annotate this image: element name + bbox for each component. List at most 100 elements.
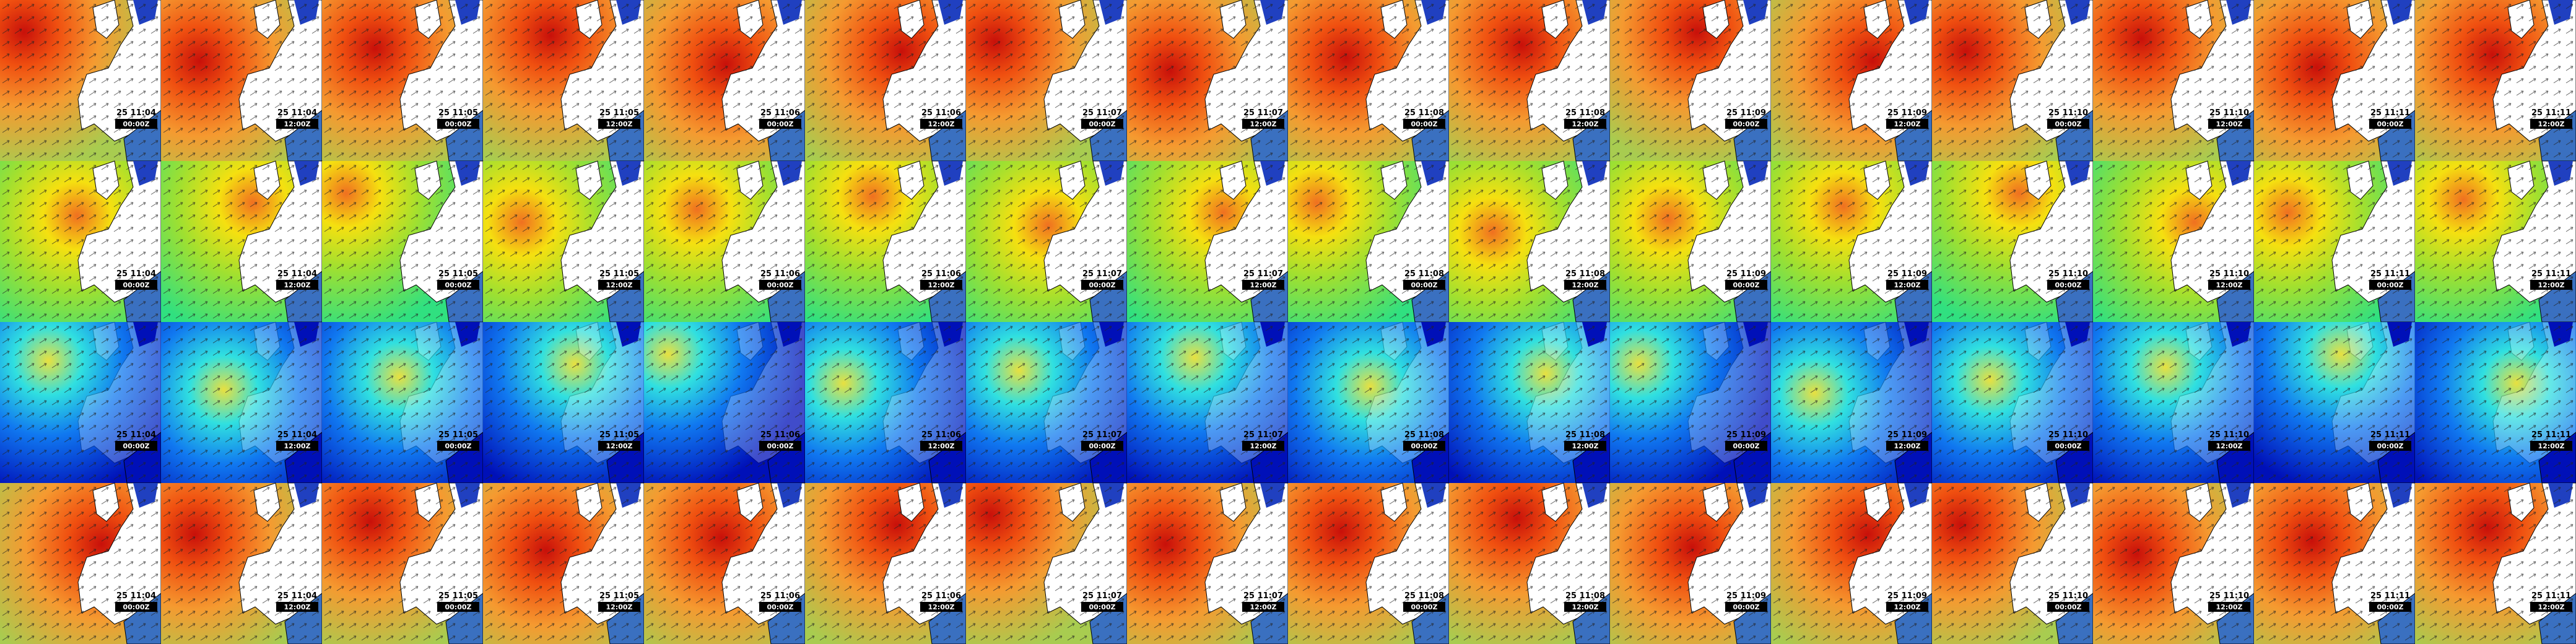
date-label: 25 11:05 xyxy=(438,269,478,279)
date-label: 25 11:10 xyxy=(2048,269,2088,279)
wind-arrows xyxy=(1288,161,1449,322)
time-box xyxy=(598,280,640,290)
time-label: 12:00Z xyxy=(1572,120,1599,128)
wind-arrows xyxy=(1127,322,1288,483)
date-label: 25 11:07 xyxy=(1243,108,1283,118)
wind-arrows xyxy=(0,483,161,644)
time-box xyxy=(2208,441,2250,451)
date-label: 25 11:04 xyxy=(277,108,317,118)
date-label: 25 11:09 xyxy=(1726,591,1766,601)
wind-arrows xyxy=(1932,483,2093,644)
wind-arrows xyxy=(1449,483,1610,644)
time-box xyxy=(1403,441,1445,451)
time-box xyxy=(2208,119,2250,129)
wind-arrows xyxy=(2415,322,2576,483)
map-tile: 25 11:09 12:00Z xyxy=(1771,321,1933,484)
wind-arrows xyxy=(2254,483,2415,644)
time-box xyxy=(115,119,157,129)
map-tile: 25 11:06 12:00Z xyxy=(805,160,967,323)
map-tile: 25 11:09 12:00Z xyxy=(1771,482,1933,644)
time-label: 12:00Z xyxy=(928,442,955,450)
date-label: 25 11:08 xyxy=(1404,591,1444,601)
time-box xyxy=(598,441,640,451)
time-label: 12:00Z xyxy=(606,281,633,289)
map-tile: 25 11:11 00:00Z xyxy=(2254,160,2416,323)
wind-arrows xyxy=(161,0,322,161)
map-tile: 25 11:10 00:00Z xyxy=(1932,321,2094,484)
map-tile: 25 11:11 12:00Z xyxy=(2415,160,2576,323)
time-box xyxy=(1564,280,1606,290)
time-box xyxy=(1886,602,1928,612)
wind-arrows xyxy=(2093,322,2254,483)
map-tile: 25 11:08 00:00Z xyxy=(1288,482,1450,644)
wind-arrows xyxy=(805,0,966,161)
wind-arrows xyxy=(1610,483,1771,644)
time-label: 00:00Z xyxy=(2377,603,2404,611)
time-label: 12:00Z xyxy=(2216,442,2243,450)
time-label: 00:00Z xyxy=(445,281,472,289)
map-tile: 25 11:04 12:00Z xyxy=(161,321,323,484)
time-label: 12:00Z xyxy=(284,603,311,611)
date-label: 25 11:06 xyxy=(921,430,961,440)
wind-arrows xyxy=(644,161,805,322)
time-label: 12:00Z xyxy=(2538,442,2565,450)
wind-arrows xyxy=(1288,483,1449,644)
map-tile: 25 11:05 12:00Z xyxy=(483,482,645,644)
map-tile: 25 11:09 00:00Z xyxy=(1610,482,1772,644)
wind-arrows xyxy=(1610,0,1771,161)
time-label: 12:00Z xyxy=(1894,120,1921,128)
time-label: 00:00Z xyxy=(445,442,472,450)
date-label: 25 11:07 xyxy=(1243,269,1283,279)
date-label: 25 11:05 xyxy=(438,430,478,440)
wind-arrows xyxy=(161,483,322,644)
time-box xyxy=(2208,602,2250,612)
time-label: 12:00Z xyxy=(1894,442,1921,450)
map-tile: 25 11:04 12:00Z xyxy=(161,160,323,323)
date-label: 25 11:10 xyxy=(2048,430,2088,440)
map-tile: 25 11:08 12:00Z xyxy=(1449,160,1611,323)
wind-arrows xyxy=(0,0,161,161)
time-label: 00:00Z xyxy=(123,281,150,289)
wind-arrows xyxy=(2093,0,2254,161)
map-tile: 25 11:10 00:00Z xyxy=(1932,482,2094,644)
map-tile: 25 11:04 12:00Z xyxy=(161,0,323,162)
time-box xyxy=(920,441,962,451)
map-tile: 25 11:08 12:00Z xyxy=(1449,321,1611,484)
map-tile: 25 11:06 00:00Z xyxy=(644,160,806,323)
map-tile: 25 11:07 12:00Z xyxy=(1127,321,1289,484)
date-label: 25 11:07 xyxy=(1082,430,1122,440)
date-label: 25 11:09 xyxy=(1887,430,1927,440)
wind-arrows xyxy=(966,483,1127,644)
wind-arrows xyxy=(2254,161,2415,322)
wind-arrows xyxy=(0,322,161,483)
map-tile: 25 11:07 00:00Z xyxy=(966,321,1128,484)
map-tile: 25 11:08 12:00Z xyxy=(1449,0,1611,162)
time-label: 12:00Z xyxy=(284,442,311,450)
time-label: 12:00Z xyxy=(2216,603,2243,611)
time-label: 00:00Z xyxy=(1733,442,1760,450)
wind-arrows xyxy=(2093,483,2254,644)
date-label: 25 11:07 xyxy=(1082,108,1122,118)
map-tile: 25 11:11 12:00Z xyxy=(2415,321,2576,484)
wind-arrows xyxy=(2415,0,2576,161)
date-label: 25 11:11 xyxy=(2370,430,2410,440)
time-label: 12:00Z xyxy=(2538,120,2565,128)
map-tile: 25 11:04 00:00Z xyxy=(0,321,162,484)
time-box xyxy=(2047,119,2089,129)
map-tile: 25 11:06 00:00Z xyxy=(644,321,806,484)
time-label: 00:00Z xyxy=(123,120,150,128)
map-tile: 25 11:05 12:00Z xyxy=(483,0,645,162)
time-box xyxy=(2530,280,2572,290)
time-box xyxy=(2047,441,2089,451)
time-label: 00:00Z xyxy=(1733,603,1760,611)
wind-arrows xyxy=(1449,0,1610,161)
map-tile: 25 11:09 00:00Z xyxy=(1610,160,1772,323)
date-label: 25 11:09 xyxy=(1887,269,1927,279)
time-box xyxy=(2530,119,2572,129)
time-box xyxy=(1564,441,1606,451)
map-tile: 25 11:10 12:00Z xyxy=(2093,321,2255,484)
time-label: 00:00Z xyxy=(1089,603,1116,611)
time-box xyxy=(1081,602,1123,612)
wind-arrows xyxy=(644,322,805,483)
